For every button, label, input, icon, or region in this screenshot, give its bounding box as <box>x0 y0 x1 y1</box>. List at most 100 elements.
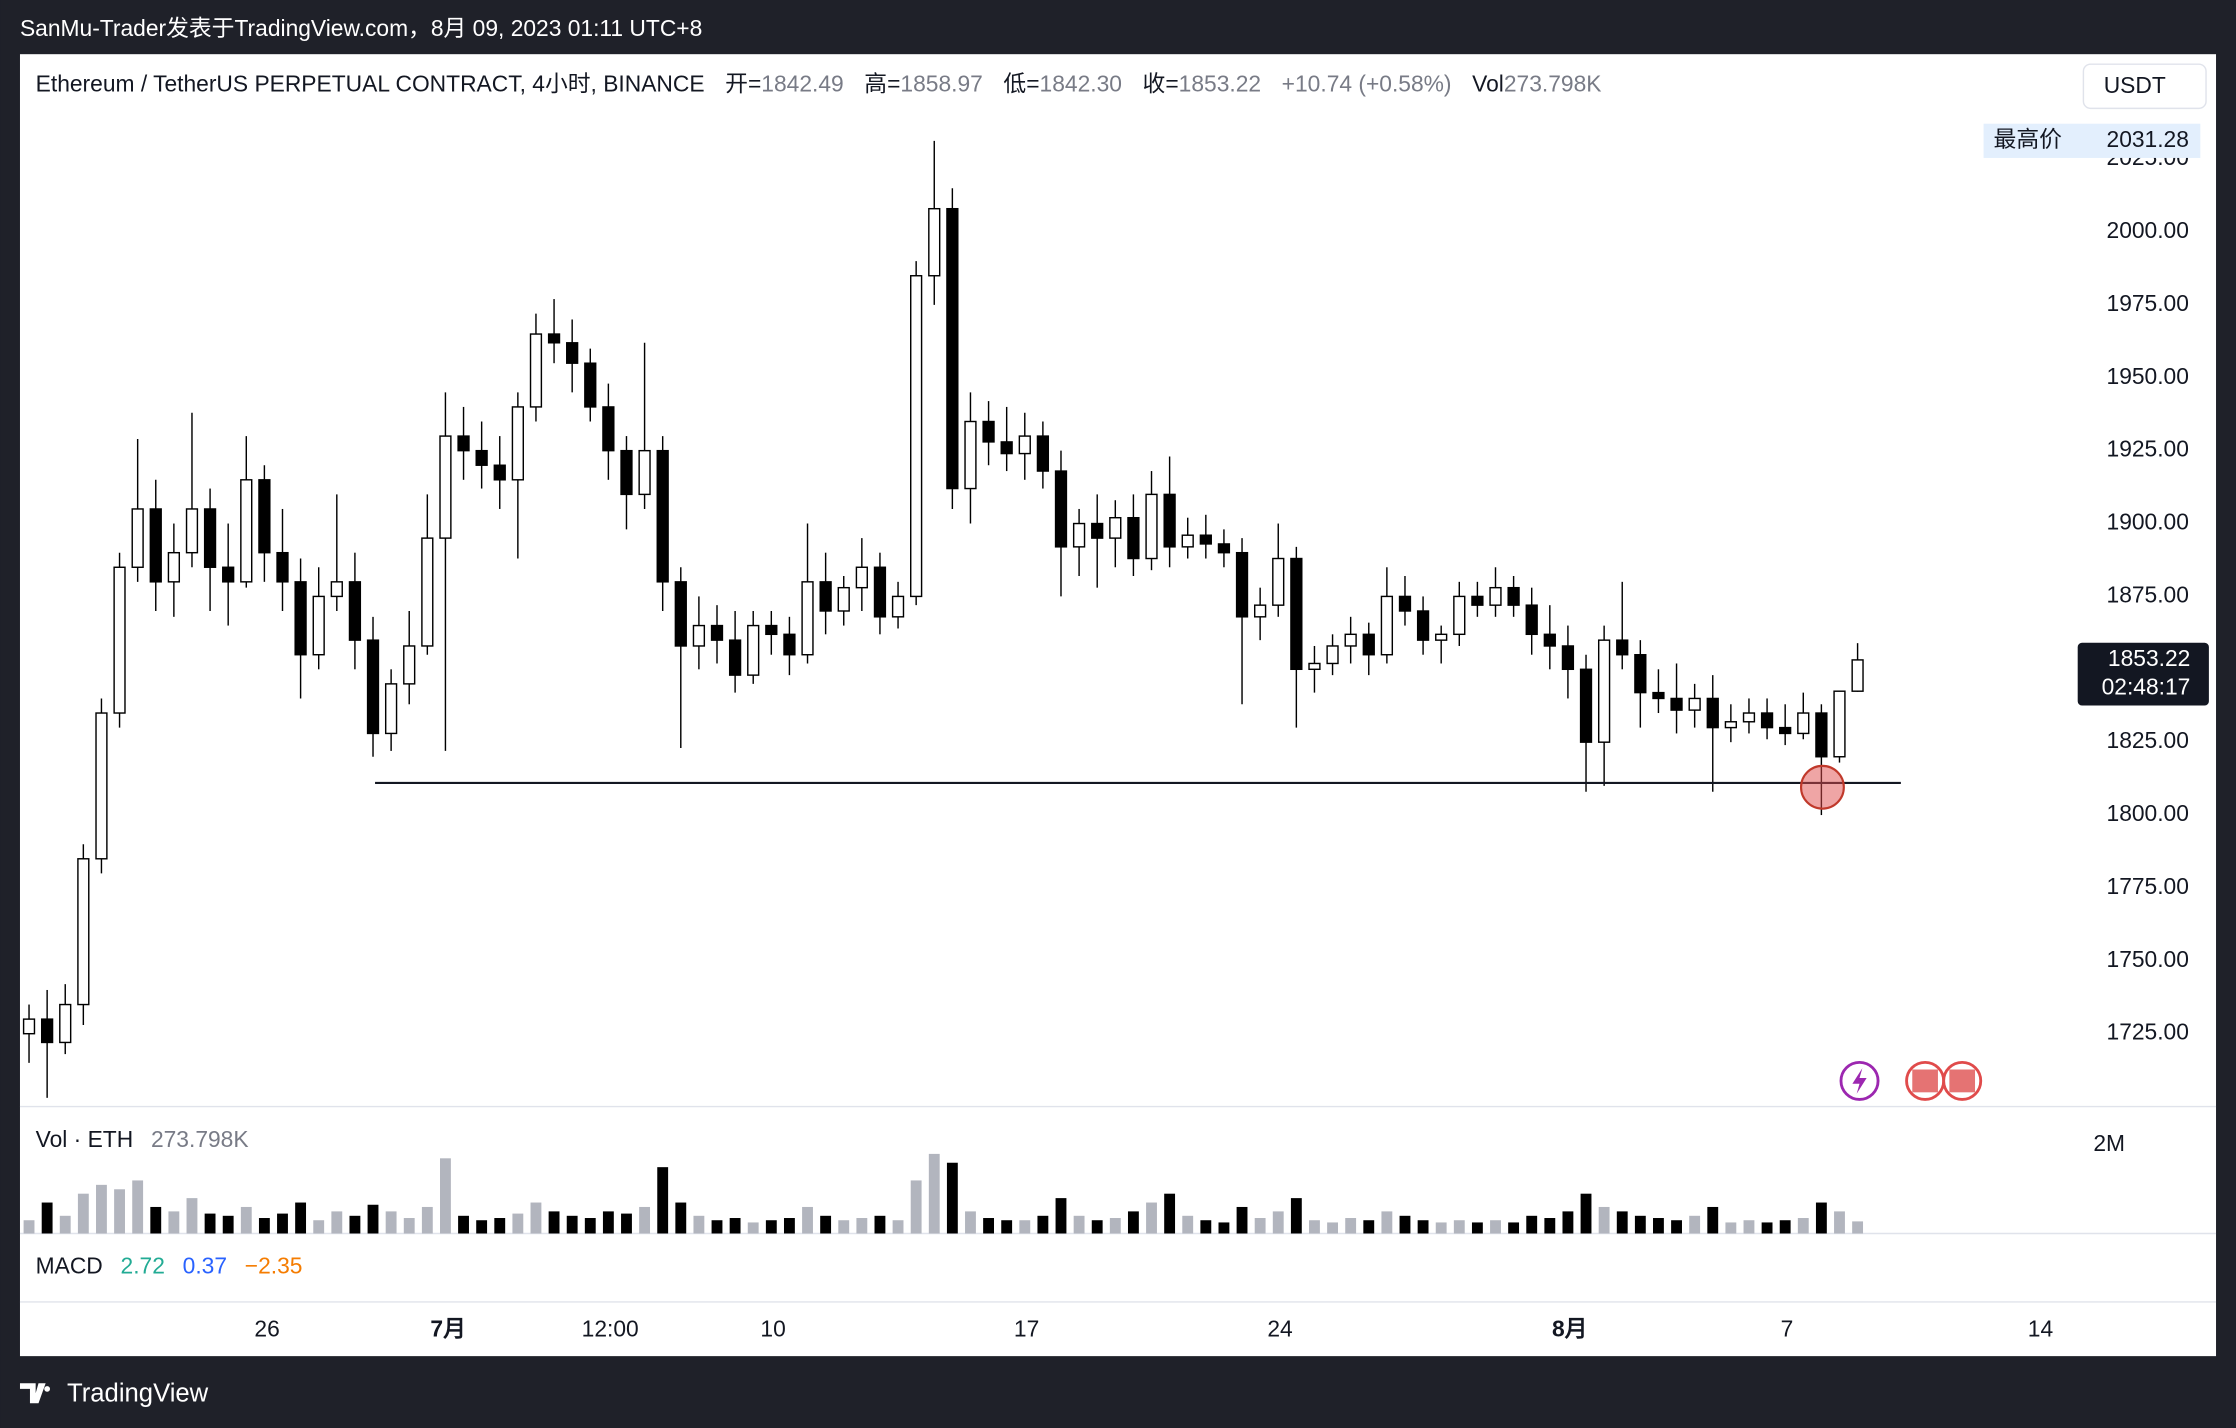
candle-body <box>1290 557 1303 671</box>
volume-bar <box>657 1167 669 1234</box>
candle-body <box>1742 712 1756 723</box>
flag <box>1949 1069 1976 1093</box>
volume-tick-label: 2M <box>2093 1130 2125 1156</box>
volume-bar <box>1453 1220 1465 1234</box>
candle-body <box>1416 610 1430 641</box>
volume-bar <box>403 1218 415 1234</box>
y-tick-label: 1725.00 <box>2107 1019 2189 1045</box>
volume-bar <box>1254 1218 1266 1234</box>
candle-body <box>493 464 506 481</box>
candle-body <box>1561 645 1575 671</box>
candle-body <box>1308 662 1321 671</box>
legend-value: 273.798K <box>1504 71 1602 97</box>
volume-bar <box>1562 1211 1574 1234</box>
y-tick-label: 1975.00 <box>2107 290 2189 316</box>
y-tick-label: 1825.00 <box>2107 727 2189 753</box>
x-tick-label: 8月 <box>1552 1315 1587 1341</box>
candle-body <box>1471 595 1484 606</box>
candle-body <box>1109 516 1122 539</box>
candle-body <box>1235 551 1249 618</box>
volume-bar <box>1146 1202 1157 1234</box>
candle-body <box>95 712 108 860</box>
candle-body <box>149 508 162 583</box>
volume-bar <box>548 1211 560 1234</box>
candle-body <box>22 1018 36 1035</box>
candle-body <box>439 435 452 539</box>
event-bolt <box>1852 1068 1867 1094</box>
volume-bar <box>1797 1218 1809 1234</box>
x-tick-label: 10 <box>760 1315 785 1341</box>
candle-body <box>203 508 217 568</box>
candle-body <box>1507 586 1520 606</box>
candle-body <box>765 624 778 636</box>
volume-bar <box>313 1220 325 1234</box>
x-tick-label: 24 <box>1267 1315 1293 1341</box>
candle-body <box>475 449 488 466</box>
volume-bar <box>1544 1218 1556 1234</box>
candle-body <box>59 1003 72 1044</box>
legend-label: 收= <box>1143 71 1179 97</box>
legend-value: 1858.97 <box>900 71 982 97</box>
candle-body <box>1217 543 1231 554</box>
currency-label[interactable]: USDT <box>2104 72 2166 98</box>
brand-logo <box>19 1383 50 1404</box>
volume-bar <box>1290 1198 1302 1234</box>
candle-body <box>330 581 343 598</box>
volume-bar <box>1435 1222 1447 1234</box>
volume-bar <box>186 1198 198 1234</box>
legend-label: 开= <box>725 71 761 97</box>
volume-bar <box>1037 1215 1049 1234</box>
macd-value: 0.37 <box>183 1253 227 1279</box>
candle-body <box>656 449 669 583</box>
y-tick-label: 1775.00 <box>2107 873 2189 899</box>
candle-body <box>276 551 289 583</box>
candle-body <box>728 639 742 676</box>
volume-bar <box>983 1218 995 1234</box>
legend-value: 1853.22 <box>1179 71 1261 97</box>
volume-bar <box>675 1202 687 1234</box>
high-price-title: 最高价 <box>1994 126 2063 152</box>
candle-body <box>40 1018 54 1044</box>
candle-body <box>1072 522 1086 548</box>
volume-bar <box>838 1220 850 1234</box>
macd-legend: MACD 2.72 0.37 −2.35 <box>36 1253 303 1279</box>
y-tick-label: 1900.00 <box>2107 509 2189 535</box>
candle-body <box>403 645 416 685</box>
volume-bar <box>1653 1218 1664 1234</box>
volume-bar <box>114 1189 125 1234</box>
candle-body <box>1253 604 1267 618</box>
macd-value: 2.72 <box>121 1253 165 1279</box>
volume-bar <box>150 1206 162 1234</box>
volume-bar <box>1055 1198 1067 1234</box>
volume-legend: Vol · ETH 273.798K <box>36 1126 249 1152</box>
volume-bar <box>602 1211 614 1234</box>
y-tick-label: 1950.00 <box>2107 363 2189 389</box>
volume-bar <box>440 1158 451 1234</box>
volume-bar <box>331 1211 343 1234</box>
candle-body <box>1272 557 1285 606</box>
candle-body <box>1453 595 1466 636</box>
volume-bar <box>747 1222 759 1234</box>
volume-bar <box>1218 1222 1230 1234</box>
candle-body <box>946 207 959 490</box>
candle-body <box>1344 633 1357 647</box>
volume-bar <box>874 1215 886 1234</box>
volume-bar <box>1616 1211 1628 1234</box>
candle-body <box>1181 534 1194 548</box>
volume-bar <box>132 1180 144 1234</box>
macd-value: −2.35 <box>245 1253 303 1279</box>
candle-body <box>1634 654 1647 694</box>
volume-bar <box>910 1180 922 1234</box>
volume-bar <box>1182 1215 1194 1234</box>
candle-body <box>1018 435 1031 455</box>
currency-button[interactable] <box>2082 63 2207 110</box>
volume-bar <box>584 1218 596 1234</box>
candle-body <box>348 581 362 641</box>
candle-body <box>1706 697 1719 729</box>
volume-bar <box>23 1220 35 1234</box>
legend-value: 1842.30 <box>1040 71 1122 97</box>
candle-body <box>1326 645 1339 665</box>
candle-body <box>1652 691 1665 700</box>
candle-body <box>1054 470 1068 548</box>
